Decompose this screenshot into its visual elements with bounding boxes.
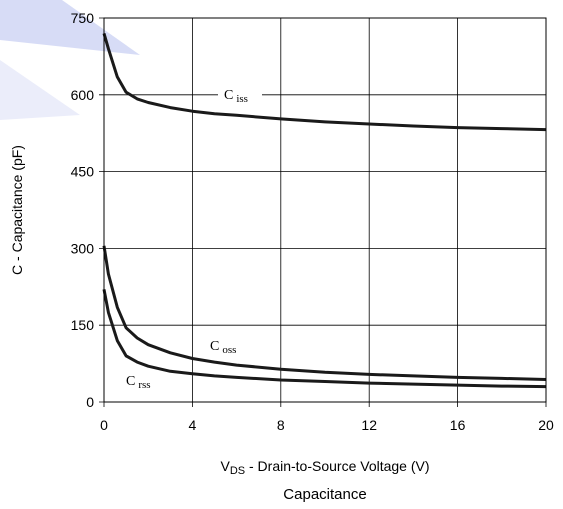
curves xyxy=(102,32,547,389)
series-line-c-oss xyxy=(102,245,547,381)
series-line-c-iss xyxy=(102,32,547,132)
chart-caption: Capacitance xyxy=(283,486,366,503)
y-tick-label: 0 xyxy=(86,394,94,410)
x-tick-label: 16 xyxy=(450,417,466,433)
y-tick-label: 750 xyxy=(71,10,95,26)
x-tick-label: 8 xyxy=(277,417,285,433)
x-axis-title: VDS - Drain-to-Source Voltage (V) xyxy=(220,458,429,477)
y-tick-label: 300 xyxy=(71,240,95,256)
series-line-c-rss xyxy=(102,289,547,389)
x-tick-label: 20 xyxy=(538,417,554,433)
watermark-stripe-fade xyxy=(0,60,80,120)
watermark-stripe xyxy=(0,0,140,55)
y-tick-label: 600 xyxy=(71,87,95,103)
tick-labels: 0 4 8 12 16 20 0 150 300 450 600 750 xyxy=(71,10,554,433)
x-tick-label: 0 xyxy=(100,417,108,433)
y-tick-label: 150 xyxy=(71,317,95,333)
x-tick-label: 4 xyxy=(189,417,197,433)
grid xyxy=(99,17,547,407)
plot-frame xyxy=(103,17,547,403)
y-tick-label: 450 xyxy=(71,164,95,180)
y-axis-title: C - Capacitance (pF) xyxy=(9,145,25,275)
x-tick-label: 12 xyxy=(361,417,377,433)
